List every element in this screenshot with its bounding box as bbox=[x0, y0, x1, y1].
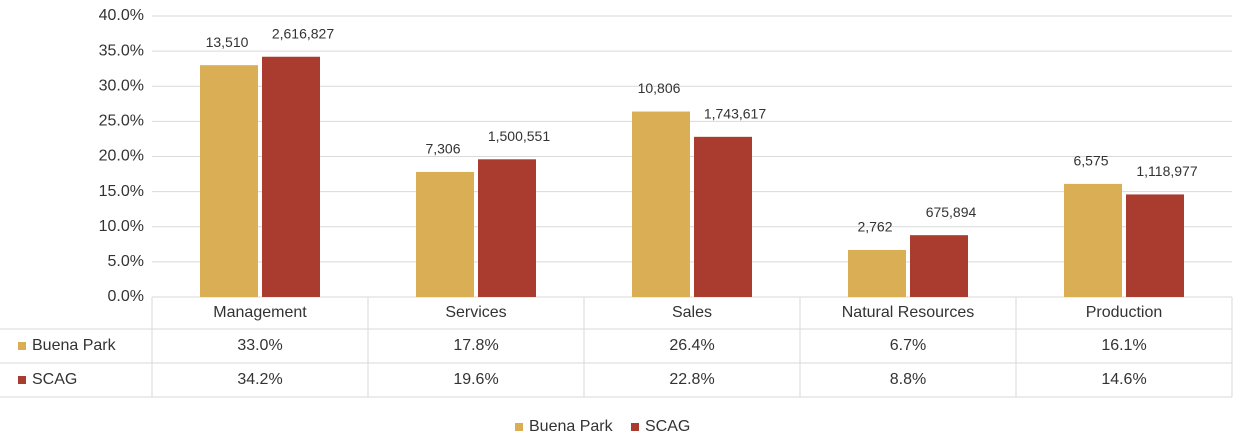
bar bbox=[848, 249, 906, 297]
table-cell: 22.8% bbox=[669, 371, 714, 388]
y-tick-label: 25.0% bbox=[99, 113, 144, 130]
bar bbox=[1064, 183, 1122, 297]
table-cell: 34.2% bbox=[237, 371, 282, 388]
y-tick-label: 5.0% bbox=[108, 253, 144, 270]
data-label: 10,806 bbox=[638, 80, 681, 96]
data-label: 7,306 bbox=[425, 141, 460, 157]
row-key bbox=[18, 342, 26, 350]
table-cell: 17.8% bbox=[453, 337, 498, 354]
data-label: 1,500,551 bbox=[488, 128, 550, 144]
table-cell: 26.4% bbox=[669, 337, 714, 354]
table-cell: 33.0% bbox=[237, 337, 282, 354]
bar bbox=[200, 65, 258, 297]
legend-key bbox=[631, 423, 639, 431]
table-cell: 8.8% bbox=[890, 371, 926, 388]
legend-label: SCAG bbox=[645, 418, 690, 435]
row-key bbox=[18, 376, 26, 384]
table-cell: 16.1% bbox=[1101, 337, 1146, 354]
data-label: 1,118,977 bbox=[1136, 163, 1197, 179]
y-tick-label: 40.0% bbox=[99, 7, 144, 24]
y-tick-label: 35.0% bbox=[99, 42, 144, 59]
x-tick-label: Management bbox=[213, 304, 307, 321]
data-label: 6,575 bbox=[1073, 153, 1108, 169]
bar bbox=[632, 111, 690, 297]
table-cell: 6.7% bbox=[890, 337, 926, 354]
data-label: 2,616,827 bbox=[272, 25, 334, 41]
data-label: 1,743,617 bbox=[704, 106, 766, 122]
y-tick-label: 15.0% bbox=[99, 183, 144, 200]
x-tick-label: Sales bbox=[672, 304, 712, 321]
legend-key bbox=[515, 423, 523, 431]
data-label: 675,894 bbox=[926, 204, 977, 220]
bar bbox=[910, 235, 968, 297]
bar bbox=[416, 171, 474, 297]
x-tick-label: Services bbox=[445, 304, 506, 321]
y-tick-label: 0.0% bbox=[108, 288, 144, 305]
table-cell: 19.6% bbox=[453, 371, 498, 388]
x-tick-label: Production bbox=[1086, 304, 1163, 321]
y-tick-label: 20.0% bbox=[99, 148, 144, 165]
data-label: 2,762 bbox=[857, 219, 892, 235]
bar bbox=[478, 159, 536, 297]
row-header: SCAG bbox=[32, 371, 77, 388]
bar bbox=[1126, 194, 1184, 297]
bar bbox=[262, 56, 320, 298]
x-tick-label: Natural Resources bbox=[842, 304, 975, 321]
legend-label: Buena Park bbox=[529, 418, 614, 435]
table-cell: 14.6% bbox=[1101, 371, 1146, 388]
data-label: 13,510 bbox=[206, 34, 249, 50]
y-tick-label: 10.0% bbox=[99, 218, 144, 235]
y-tick-label: 30.0% bbox=[99, 77, 144, 94]
row-header: Buena Park bbox=[32, 337, 117, 354]
bar bbox=[694, 136, 752, 297]
